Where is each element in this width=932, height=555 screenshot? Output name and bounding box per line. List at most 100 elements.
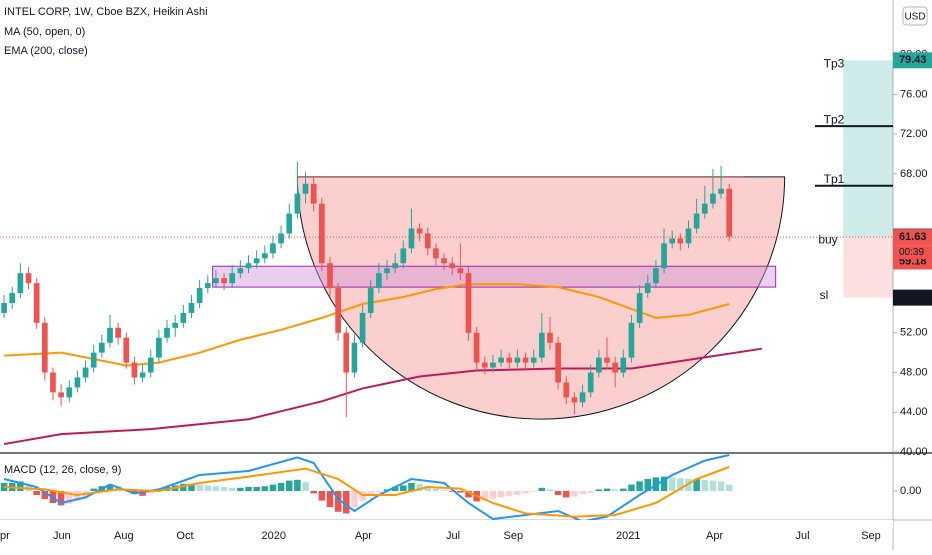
macd-histogram-bar bbox=[554, 491, 562, 495]
candle-body bbox=[604, 357, 610, 363]
candle-body bbox=[164, 327, 170, 338]
macd-histogram-bar bbox=[701, 479, 709, 491]
candle-body bbox=[147, 357, 154, 373]
currency[interactable]: USD bbox=[904, 12, 925, 23]
candle-body bbox=[433, 248, 439, 259]
macd-histogram-bar bbox=[497, 491, 505, 498]
candle-body bbox=[286, 213, 293, 234]
macd-histogram-bar bbox=[416, 483, 423, 491]
macd-label: MACD (12, 26, close, 9) bbox=[4, 464, 121, 476]
entry-label: buy bbox=[818, 232, 837, 246]
candle-body bbox=[416, 228, 423, 234]
candle-body bbox=[408, 228, 415, 249]
macd-histogram-bar bbox=[668, 477, 676, 491]
macd-histogram-bar bbox=[677, 478, 684, 491]
macd-histogram-bar bbox=[65, 491, 73, 504]
indicator-label: MA (50, open, 0) bbox=[4, 26, 85, 38]
macd-histogram-bar bbox=[538, 487, 546, 491]
macd-histogram-bar bbox=[33, 491, 40, 495]
macd-histogram-bar bbox=[481, 491, 489, 501]
macd-histogram-bar bbox=[571, 491, 578, 497]
candle-body bbox=[98, 342, 105, 353]
x-tick-label: 2020 bbox=[262, 530, 286, 542]
candle-body bbox=[50, 372, 56, 393]
candle-body bbox=[261, 253, 268, 259]
macd-histogram-bar bbox=[546, 489, 554, 491]
x-tick-label: Oct bbox=[176, 530, 193, 542]
candle-body bbox=[473, 332, 480, 363]
macd-histogram-bar bbox=[400, 485, 407, 491]
macd-histogram-bar bbox=[228, 487, 236, 491]
macd-histogram-bar bbox=[17, 481, 24, 491]
candle-body bbox=[547, 332, 553, 343]
macd-histogram-bar bbox=[318, 491, 326, 501]
macd-histogram-bar bbox=[611, 489, 619, 491]
price-badge bbox=[893, 229, 932, 246]
indicator-line bbox=[3, 454, 730, 523]
macd-histogram-bar bbox=[579, 491, 586, 495]
candle-body bbox=[530, 357, 537, 363]
support-zone bbox=[212, 265, 777, 288]
candle-body bbox=[66, 387, 73, 398]
candle-body bbox=[710, 193, 716, 204]
candle-body bbox=[253, 258, 260, 264]
candle-body bbox=[172, 322, 179, 328]
macd-histogram-bar bbox=[302, 482, 309, 491]
candle-body bbox=[653, 268, 659, 284]
macd-clip bbox=[0, 520, 893, 528]
candle-body bbox=[9, 293, 16, 303]
candle-body bbox=[327, 263, 333, 289]
candle-body bbox=[221, 278, 227, 284]
candle-body bbox=[33, 283, 40, 323]
currency-box[interactable] bbox=[902, 6, 928, 26]
y-tick-label: 44.00 bbox=[900, 406, 928, 418]
candle-body bbox=[465, 273, 472, 333]
y-tick-label: 40.00 bbox=[900, 446, 928, 458]
y-tick-label: 52.00 bbox=[900, 327, 928, 339]
macd-histogram-bar bbox=[106, 484, 114, 491]
candle-body bbox=[579, 392, 586, 403]
candle-body bbox=[620, 357, 627, 373]
candle-body bbox=[506, 357, 513, 363]
macd-histogram-bar bbox=[41, 491, 49, 499]
candle-body bbox=[522, 357, 529, 363]
macd-histogram-bar bbox=[636, 481, 643, 491]
candle-body bbox=[204, 283, 211, 289]
macd-histogram-bar bbox=[644, 479, 652, 491]
y-tick-label: 72.00 bbox=[900, 128, 928, 140]
macd-histogram-bar bbox=[220, 487, 228, 491]
macd-histogram-bar bbox=[440, 490, 448, 491]
x-tick-label: pr bbox=[0, 530, 10, 542]
macd-histogram-bar bbox=[448, 491, 456, 492]
candle-body bbox=[156, 337, 162, 358]
macd-histogram-bar bbox=[212, 486, 220, 491]
macd-histogram-bar bbox=[465, 491, 472, 498]
macd-histogram-bar bbox=[90, 488, 97, 491]
macd-histogram-bar bbox=[628, 484, 635, 491]
countdown: 00:39 bbox=[899, 247, 924, 258]
x-tick-label: Apr bbox=[355, 530, 372, 542]
x-tick-label: Aug bbox=[114, 530, 134, 542]
candle-body bbox=[481, 362, 488, 368]
macd-histogram-bar bbox=[717, 481, 725, 491]
candle-body bbox=[90, 352, 97, 368]
loss-zone bbox=[843, 237, 893, 298]
candle-body bbox=[669, 238, 676, 244]
candle-body bbox=[596, 357, 602, 373]
indicator-line bbox=[4, 466, 730, 518]
candle-body bbox=[196, 288, 203, 303]
macd-histogram-bar bbox=[432, 488, 440, 491]
candle-body bbox=[188, 302, 195, 313]
x-tick-label: Apr bbox=[706, 530, 723, 542]
plot-layer: Tp3 Tp2 Tp1 buy sl bbox=[0, 54, 897, 528]
macd-histogram-bar bbox=[408, 483, 415, 491]
candle-body bbox=[335, 288, 341, 333]
countdown-badge bbox=[893, 245, 932, 260]
candle-body bbox=[685, 228, 692, 244]
target-label: Tp1 bbox=[824, 172, 845, 186]
macd-histogram-bar bbox=[595, 489, 603, 491]
candle-body bbox=[58, 392, 64, 398]
x-tick-label: Jul bbox=[796, 530, 810, 542]
macd-histogram-bar bbox=[261, 486, 269, 491]
macd-histogram-bar bbox=[530, 491, 537, 492]
